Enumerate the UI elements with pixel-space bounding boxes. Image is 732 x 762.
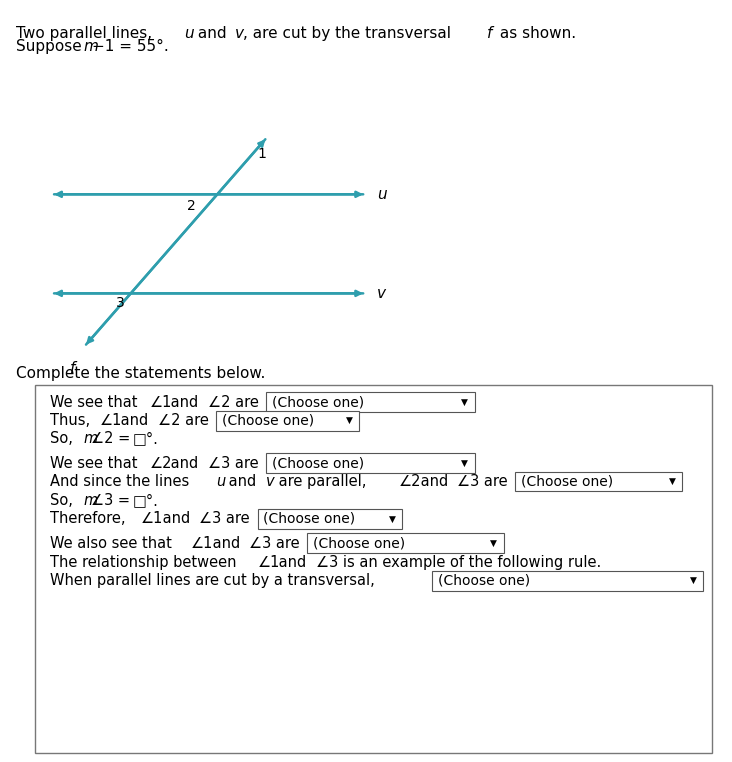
Text: ∠3 are: ∠3 are: [457, 474, 512, 489]
Text: and: and: [274, 555, 311, 570]
Bar: [35, 385, 712, 753]
Text: ▼: ▼: [389, 514, 395, 523]
Text: (Choose one): (Choose one): [438, 574, 530, 588]
Text: m: m: [83, 431, 97, 447]
Text: Two parallel lines,: Two parallel lines,: [16, 26, 157, 41]
Text: as shown.: as shown.: [495, 26, 576, 41]
Text: u: u: [377, 187, 386, 202]
Text: and: and: [158, 511, 195, 527]
Text: We see that: We see that: [50, 456, 142, 471]
Text: ∠2: ∠2: [399, 474, 422, 489]
Text: ∠3 =: ∠3 =: [92, 493, 135, 508]
Text: (Choose one): (Choose one): [521, 475, 613, 488]
Text: So,: So,: [50, 493, 78, 508]
Text: u: u: [184, 26, 194, 41]
Text: Complete the statements below.: Complete the statements below.: [16, 366, 266, 381]
Text: □°.: □°.: [133, 431, 159, 447]
Text: m: m: [83, 39, 98, 54]
Bar: [432, 571, 703, 591]
Text: ∠2: ∠2: [149, 456, 172, 471]
Text: ∠3 is an example of the following rule.: ∠3 is an example of the following rule.: [315, 555, 601, 570]
Text: ∠1: ∠1: [191, 536, 214, 551]
Text: f: f: [70, 361, 75, 376]
Text: and: and: [193, 26, 231, 41]
Text: ∠2 =: ∠2 =: [92, 431, 135, 447]
Text: When parallel lines are cut by a transversal,: When parallel lines are cut by a transve…: [50, 573, 379, 588]
Text: □°.: □°.: [133, 493, 159, 508]
Text: ▼: ▼: [490, 539, 497, 548]
Text: ▼: ▼: [690, 576, 696, 585]
Text: f: f: [487, 26, 492, 41]
Bar: [266, 453, 474, 473]
Text: Therefore,: Therefore,: [50, 511, 130, 527]
Text: Suppose: Suppose: [16, 39, 86, 54]
Text: 3: 3: [116, 296, 124, 309]
Text: and: and: [208, 536, 244, 551]
Text: And since the lines: And since the lines: [50, 474, 194, 489]
Text: 1: 1: [258, 147, 266, 161]
Text: and: and: [224, 474, 261, 489]
Text: and: and: [166, 456, 203, 471]
Text: ∠1: ∠1: [258, 555, 280, 570]
Text: v: v: [377, 286, 386, 301]
Text: We see that: We see that: [50, 395, 142, 410]
Text: We also see that: We also see that: [50, 536, 176, 551]
Text: ▼: ▼: [461, 398, 468, 407]
Text: ∠1: ∠1: [100, 413, 122, 428]
Text: and: and: [116, 413, 153, 428]
Text: (Choose one): (Choose one): [272, 395, 364, 409]
Text: and: and: [166, 395, 203, 410]
Text: v: v: [266, 474, 274, 489]
Text: The relationship between: The relationship between: [50, 555, 241, 570]
Text: ∠1: ∠1: [149, 395, 172, 410]
Text: ▼: ▼: [346, 416, 353, 425]
Text: u: u: [216, 474, 225, 489]
Text: (Choose one): (Choose one): [313, 536, 406, 550]
Bar: [266, 392, 474, 412]
Text: ∠3 are: ∠3 are: [250, 536, 305, 551]
Text: ▼: ▼: [669, 477, 676, 486]
Text: 2: 2: [187, 199, 195, 213]
Text: So,: So,: [50, 431, 78, 447]
Text: ∠3 are: ∠3 are: [199, 511, 255, 527]
Text: m: m: [83, 493, 97, 508]
Text: , are cut by the transversal: , are cut by the transversal: [243, 26, 456, 41]
Text: ▼: ▼: [461, 459, 468, 468]
Text: ∠2 are: ∠2 are: [158, 413, 213, 428]
Bar: [307, 533, 504, 553]
Text: Thus,: Thus,: [50, 413, 94, 428]
Text: (Choose one): (Choose one): [272, 456, 364, 470]
Text: (Choose one): (Choose one): [222, 414, 314, 427]
Bar: [515, 472, 682, 491]
Text: v: v: [234, 26, 244, 41]
Bar: [216, 411, 359, 431]
Text: −1 = 55°.: −1 = 55°.: [92, 39, 168, 54]
Bar: [258, 509, 402, 529]
Text: ∠2 are: ∠2 are: [208, 395, 264, 410]
Text: ∠3 are: ∠3 are: [208, 456, 263, 471]
Text: (Choose one): (Choose one): [264, 512, 356, 526]
Text: ∠1: ∠1: [141, 511, 163, 527]
Text: and: and: [416, 474, 452, 489]
Text: are parallel,: are parallel,: [274, 474, 371, 489]
